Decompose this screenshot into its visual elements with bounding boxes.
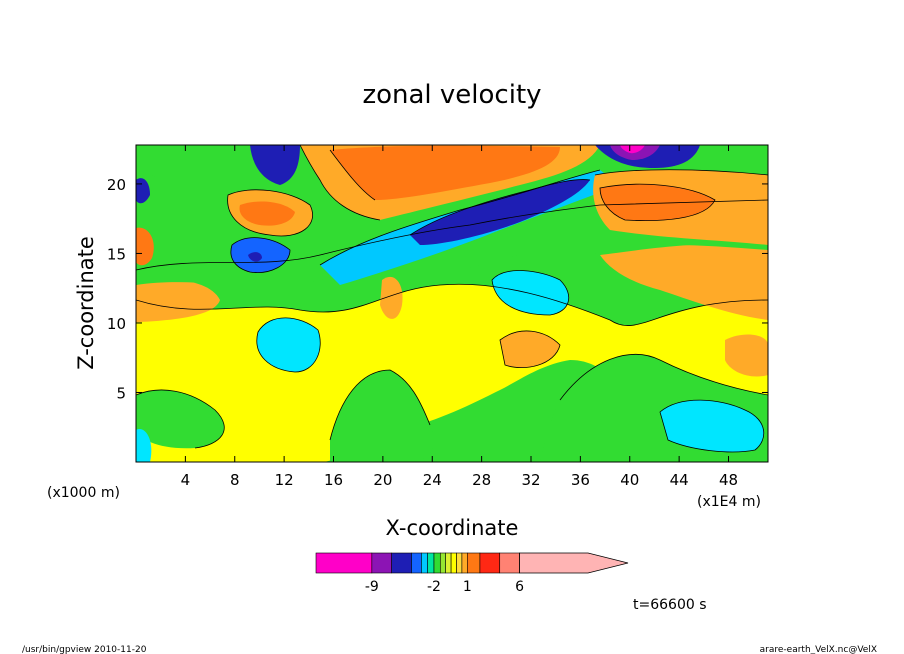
contour-region-green-topleft	[136, 145, 200, 179]
x-tick-label: 20	[373, 471, 392, 489]
x-tick-label: 44	[670, 471, 689, 489]
contour-region-orange-right	[725, 334, 768, 377]
colorbar-cell	[450, 552, 457, 574]
contour-region-cyan-lower-right	[660, 400, 764, 452]
contour-lines	[136, 145, 768, 453]
colorbar-cell	[411, 552, 422, 574]
contour-region-orange-left	[136, 280, 220, 322]
contour-region-cyan-right	[492, 270, 569, 315]
colorbar-label: -9	[365, 579, 379, 595]
y-tick-label: 15	[107, 245, 126, 263]
chart-title: zonal velocity	[362, 80, 541, 110]
x-unit-note: (x1E4 m)	[697, 494, 761, 510]
colorbar-cell	[456, 552, 463, 574]
contour-region-pink-topright	[620, 145, 645, 154]
y-axis-label: Z-coordinate	[74, 236, 98, 370]
colorbar-cell	[371, 552, 392, 574]
colorbar-cell	[499, 552, 520, 574]
colorbar-cell	[445, 552, 452, 574]
footer-left: /usr/bin/gpview 2010-11-20	[22, 645, 147, 654]
x-tick-label: 32	[521, 471, 540, 489]
contour-region-cyan-center	[256, 317, 321, 372]
x-tick-label: 8	[230, 471, 240, 489]
contour-region-red-upper-right	[600, 184, 715, 221]
colorbar-label: -2	[427, 579, 441, 595]
contour-region-orange-mid	[380, 276, 403, 319]
contour-region-cyan-lower-left	[136, 429, 152, 462]
contour-region-orange-right2	[600, 245, 768, 320]
contour-region-darkblue-shear	[410, 179, 590, 245]
colorbar-cell	[391, 552, 412, 574]
colorbar-cell	[467, 552, 481, 574]
x-tick-label: 4	[181, 471, 191, 489]
colorbar-cell	[439, 552, 446, 574]
colorbar-cell	[479, 552, 501, 574]
contour-region-green-center	[330, 370, 434, 462]
colorbar: -9 -2 1 6	[315, 552, 629, 595]
x-tick-label: 28	[472, 471, 491, 489]
contour-region-red-edge-left	[136, 227, 154, 266]
y-tick-label: 20	[107, 176, 126, 194]
x-tick-label: 40	[620, 471, 639, 489]
contour-region-red-upper	[330, 145, 560, 200]
time-label: t=66600 s	[633, 597, 707, 613]
colorbar-cell	[427, 552, 435, 574]
contour-field	[136, 145, 768, 462]
x-tick-label: 36	[571, 471, 590, 489]
colorbar-cell	[421, 552, 428, 574]
contour-region-red-topleft	[239, 201, 295, 226]
x-tick-label: 48	[719, 471, 738, 489]
colorbar-cell	[519, 552, 629, 574]
y-tick-label: 5	[116, 384, 126, 402]
contour-region-darkblue-left	[248, 252, 262, 262]
x-tick-label: 16	[324, 471, 343, 489]
contour-region-blue-topleft	[250, 145, 300, 185]
colorbar-label: 1	[463, 579, 472, 595]
y-unit-note: (x1000 m)	[47, 485, 120, 501]
plot-frame	[135, 144, 769, 463]
x-axis-label: X-coordinate	[386, 516, 519, 540]
x-tick-label: 24	[423, 471, 442, 489]
contour-region-green-pocket	[136, 390, 225, 449]
colorbar-cell	[315, 552, 373, 574]
colorbar-cell	[461, 552, 468, 574]
x-axis: 4 8 12 16 20 24 28 32 36 40 44 48	[181, 145, 738, 489]
colorbar-cell	[433, 552, 441, 574]
colorbar-label: 6	[515, 579, 524, 595]
y-axis: 5 10 15 20	[107, 176, 768, 402]
footer-right: arare-earth_VelX.nc@VelX	[760, 645, 877, 654]
contour-region-orange-mid2	[500, 330, 560, 368]
x-tick-label: 12	[275, 471, 294, 489]
y-tick-label: 10	[107, 315, 126, 333]
